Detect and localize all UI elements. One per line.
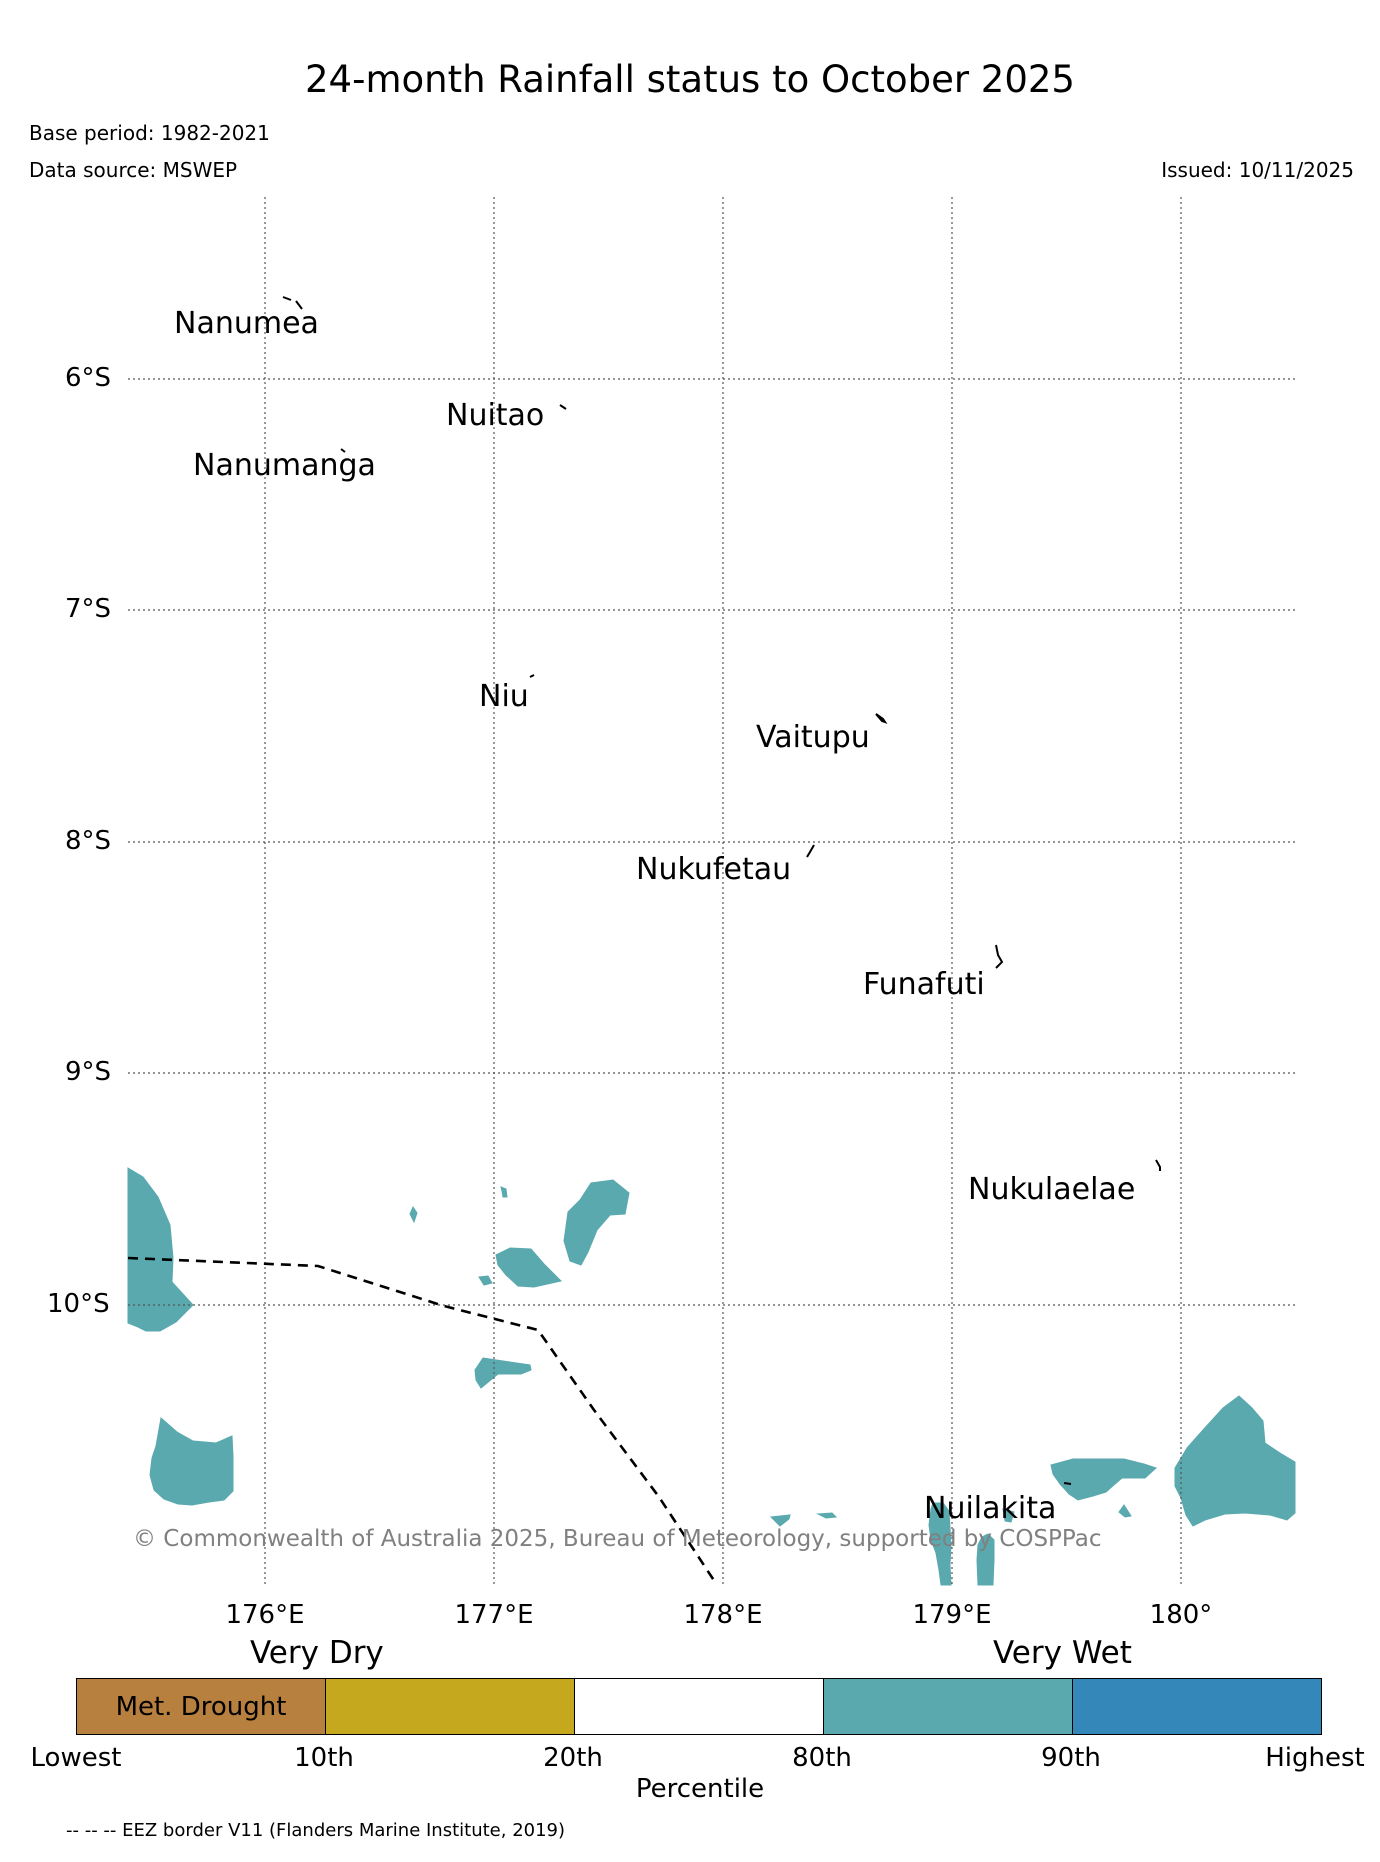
island-niu [529,674,535,678]
colorbar-very-wet [1073,1679,1321,1734]
lon-tick: 180° [1149,1600,1213,1630]
wet-region-north [563,1179,630,1266]
island-label-nanumea: Nanumea [174,306,319,341]
island-funafuti [995,944,1004,969]
issued-date: Issued: 10/11/2025 [1161,158,1354,182]
island-nanumea [282,296,303,310]
lon-tick: 176°E [225,1600,305,1630]
eez-footnote: -- -- -- EEZ border V11 (Flanders Marine… [66,1820,566,1841]
colorbar-normal [575,1679,824,1734]
lat-tick: 10°S [47,1289,110,1319]
island-outlines [282,296,1161,1485]
colorbar-axis-label: Percentile [635,1774,765,1804]
wet-region-islet [1118,1504,1132,1518]
island-label-vaitupu: Vaitupu [756,720,870,755]
copyright-notice: © Commonwealth of Australia 2025, Bureau… [133,1526,1102,1552]
lat-tick: 7°S [65,594,112,624]
data-source: Data source: MSWEP [29,158,238,182]
island-label-funafuti: Funafuti [863,967,985,1002]
island-vaitupu [875,713,888,724]
island-label-nukulaelae: Nukulaelae [968,1172,1136,1207]
lat-tick: 8°S [65,826,112,856]
wet-region-central [495,1247,562,1288]
wet-region-islet [816,1512,838,1519]
wet-regions [127,1167,1296,1586]
wet-region-west [127,1167,194,1332]
colorbar-met-drought: Met. Drought [77,1679,326,1734]
colorbar-tick: Lowest [30,1743,122,1773]
island-label-nanumanga: Nanumanga [193,448,376,483]
island-nukufetau [806,844,815,858]
base-period: Base period: 1982-2021 [29,121,270,145]
colorbar-tick: Highest [1265,1743,1365,1773]
wet-region-islet [500,1186,508,1198]
island-nukulaelae [1155,1159,1161,1171]
lat-tick: 6°S [65,363,112,393]
wet-region-mid [474,1357,532,1389]
wet-region-islet [769,1514,791,1527]
wet-region-southeast-1 [1050,1458,1157,1501]
island-label-nuitao: Nuitao [446,398,545,433]
legend-very-wet: Very Wet [993,1635,1132,1671]
island-label-nuilakita: Nuilakita [924,1491,1057,1526]
island-nuitao [559,404,567,410]
island-nuilakita [1063,1482,1072,1485]
wet-region-islet [1002,1508,1015,1523]
colorbar-tick: 90th [1041,1743,1101,1773]
met-drought-label: Met. Drought [115,1691,287,1722]
island-label-nukufetau: Nukufetau [636,852,792,887]
colorbar-tick: 10th [294,1743,354,1773]
colorbar-tick: 20th [543,1743,603,1773]
wet-region-islet [409,1205,418,1224]
island-label-niu: Niu [479,679,529,714]
graticule [128,197,1295,1585]
lon-tick: 179°E [912,1600,992,1630]
lat-tick: 9°S [65,1057,112,1087]
lon-tick: 178°E [683,1600,763,1630]
colorbar-wet [824,1679,1073,1734]
wet-region-nuilakita-1 [928,1502,952,1586]
legend-very-dry: Very Dry [250,1635,384,1671]
map-title: 24-month Rainfall status to October 2025 [305,58,1075,101]
wet-region-islet [478,1275,493,1286]
lon-tick: 177°E [454,1600,534,1630]
colorbar-very-dry [326,1679,575,1734]
wet-region-southwest [149,1417,234,1506]
colorbar-tick: 80th [792,1743,852,1773]
colorbar: Met. Drought [76,1678,1322,1735]
eez-border [127,1256,719,1586]
wet-region-nuilakita-2 [976,1533,995,1586]
wet-region-southeast-2 [1174,1395,1296,1527]
island-nanumanga [340,448,346,453]
